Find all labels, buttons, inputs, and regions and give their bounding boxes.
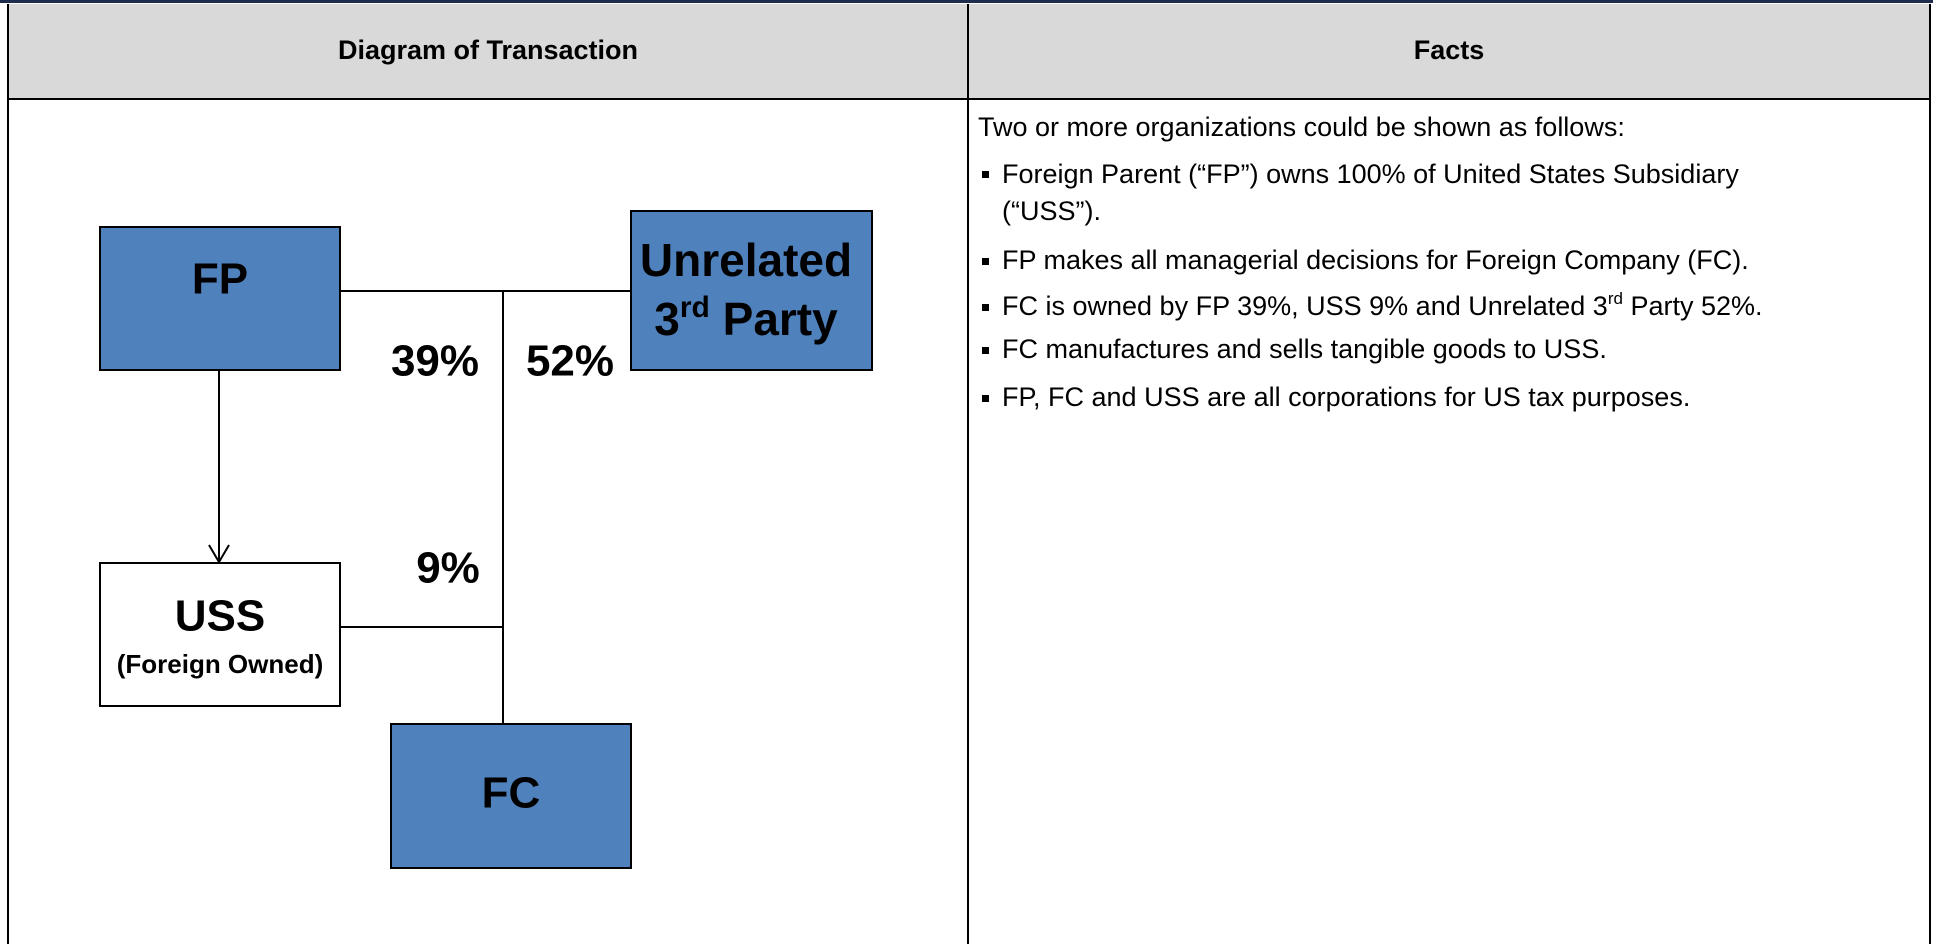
node-label-part: Party — [710, 293, 838, 345]
column-header: Facts — [1414, 35, 1485, 65]
edge-label: 39% — [391, 337, 479, 386]
fact-part: FC is owned by FP 39%, USS 9% and Unrela… — [1002, 291, 1608, 321]
bullet — [982, 347, 989, 354]
fact-item: FP makes all managerial decisions for Fo… — [1002, 245, 1749, 275]
node-label: USS — [175, 592, 265, 641]
fact-part: Party 52%. — [1623, 291, 1763, 321]
node-box — [99, 226, 341, 371]
fact-item: FC manufactures and sells tangible goods… — [1002, 334, 1607, 364]
fact-item: FP, FC and USS are all corporations for … — [1002, 382, 1690, 412]
superscript: rd — [680, 291, 710, 324]
node-label: FP — [192, 255, 248, 304]
facts-intro: Two or more organizations could be shown… — [978, 112, 1625, 142]
fact-item: (“USS”). — [1002, 196, 1101, 226]
fact-item: Foreign Parent (“FP”) owns 100% of Unite… — [1002, 159, 1739, 189]
top-border — [0, 0, 1933, 3]
node-label: 3rd Party — [654, 291, 838, 345]
node-box — [630, 210, 873, 371]
superscript: rd — [1608, 289, 1623, 308]
bullet — [982, 258, 989, 265]
node-label-part: 3 — [654, 293, 680, 345]
bullet — [982, 395, 989, 402]
node-label: Unrelated — [640, 234, 852, 286]
edge-label: 9% — [416, 544, 480, 593]
node-sublabel: (Foreign Owned) — [117, 649, 324, 679]
node-box — [99, 562, 341, 707]
bullet — [982, 171, 989, 178]
fact-item: FC is owned by FP 39%, USS 9% and Unrela… — [1002, 289, 1763, 321]
edge-label: 52% — [526, 337, 614, 386]
column-header: Diagram of Transaction — [338, 35, 638, 65]
bullet — [982, 304, 989, 311]
node-box — [390, 723, 632, 869]
node-label: FC — [482, 769, 541, 818]
